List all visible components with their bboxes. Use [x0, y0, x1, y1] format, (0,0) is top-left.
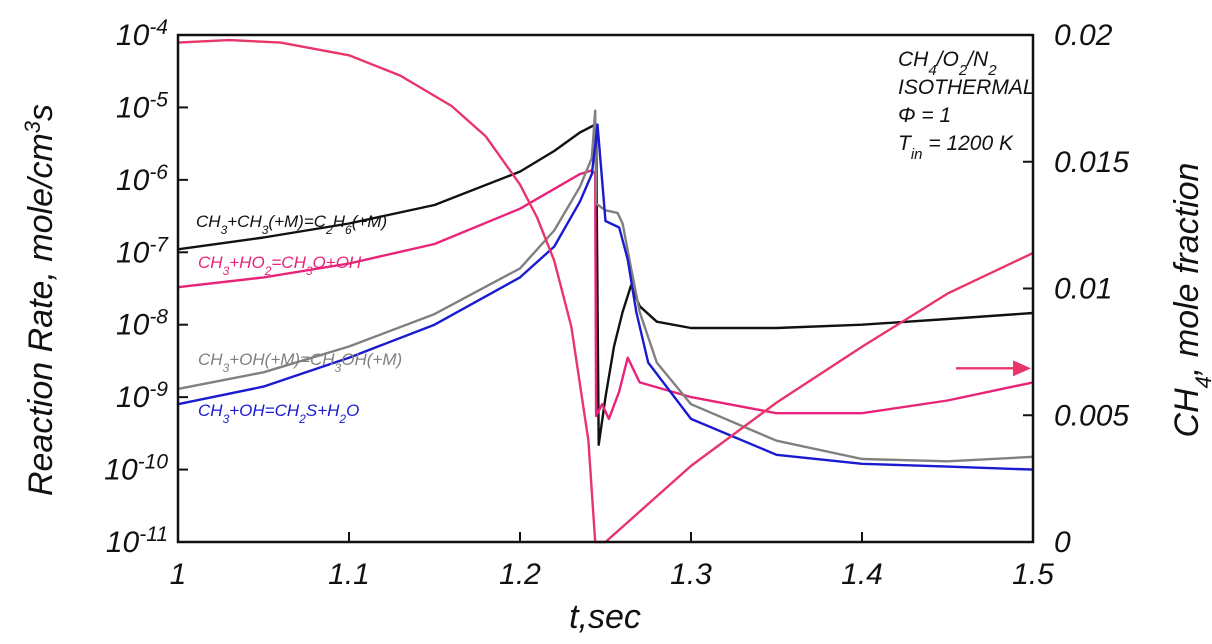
x-tick-label: 1.2 [499, 558, 541, 591]
y-left-title-main: Reaction Rate, mole/cm [22, 133, 60, 496]
annotation-tin: Tin = 1200 K [898, 132, 1014, 163]
tick-labels: 1 1.1 1.2 1.3 1.4 1.5 10-4 10-5 10-6 10-7 10-8 10-9… [104, 16, 1129, 592]
series-label: CH3+CH3(+M)=C2H6(+M) [196, 212, 387, 237]
annotation-isothermal: ISOTHERMAL [898, 76, 1035, 99]
series-label: CH3+HO2=CH3O+OH [198, 253, 362, 278]
y-left-tick-label: 10-10 [104, 450, 168, 487]
series-lines [176, 38, 1035, 544]
series-label: CH3+OH=CH2S+H2O [198, 401, 359, 426]
y-left-title-end: s [22, 104, 60, 121]
y-left-tick-label: 10-8 [116, 305, 168, 342]
x-tick-label: 1 [170, 558, 187, 591]
x-tick-label: 1.5 [1012, 558, 1054, 591]
series-line-ch4 [176, 38, 1035, 544]
y-left-tick-label: 10-5 [116, 88, 168, 125]
y-axis-title-right: CH4, mole fraction [1168, 163, 1212, 438]
y-right-tick-label: 0.005 [1054, 399, 1129, 432]
y-right-tick-label: 0 [1054, 526, 1071, 559]
series-labels: CH3+CH3(+M)=C2H6(+M) CH3+HO2=CH3O+OH CH3+O… [196, 212, 402, 426]
y-right-tick-label: 0.015 [1054, 146, 1129, 179]
series-line-1 [176, 169, 1035, 421]
y-right-title-ch: CH [1168, 388, 1206, 438]
tick-marks [177, 34, 1034, 543]
x-tick-label: 1.1 [328, 558, 370, 591]
annotation-phi: Φ = 1 [898, 104, 951, 127]
y-right-title-sub: 4 [1191, 376, 1212, 388]
series-label: CH3+OH(+M)=CH3OH(+M) [198, 350, 402, 375]
x-tick-label: 1.3 [670, 558, 712, 591]
y-left-title-sup: 3 [20, 120, 45, 133]
ch4-axis-arrow [956, 360, 1031, 377]
series-line-0 [176, 123, 1035, 446]
y-axis-title-left: Reaction Rate, mole/cm3s [20, 104, 61, 496]
x-axis-title: t,sec [569, 598, 641, 636]
y-right-tick-label: 0.02 [1054, 19, 1113, 52]
series-line-3 [176, 123, 1035, 471]
y-left-tick-label: 10-7 [116, 233, 169, 270]
y-right-title-end: , mole fraction [1168, 163, 1206, 377]
y-right-tick-label: 0.01 [1054, 273, 1112, 306]
y-left-tick-label: 10-6 [116, 160, 168, 197]
y-left-tick-label: 10-4 [116, 16, 168, 53]
y-left-tick-label: 10-9 [116, 378, 168, 415]
conditions-annotation: CH4/O2/N2 ISOTHERMAL Φ = 1 Tin = 1200 K [898, 48, 1035, 163]
x-tick-label: 1.4 [841, 558, 883, 591]
annotation-mixture: CH4/O2/N2 [898, 48, 997, 79]
arrow-head [1013, 360, 1031, 377]
y-left-tick-label: 10-11 [106, 523, 168, 560]
